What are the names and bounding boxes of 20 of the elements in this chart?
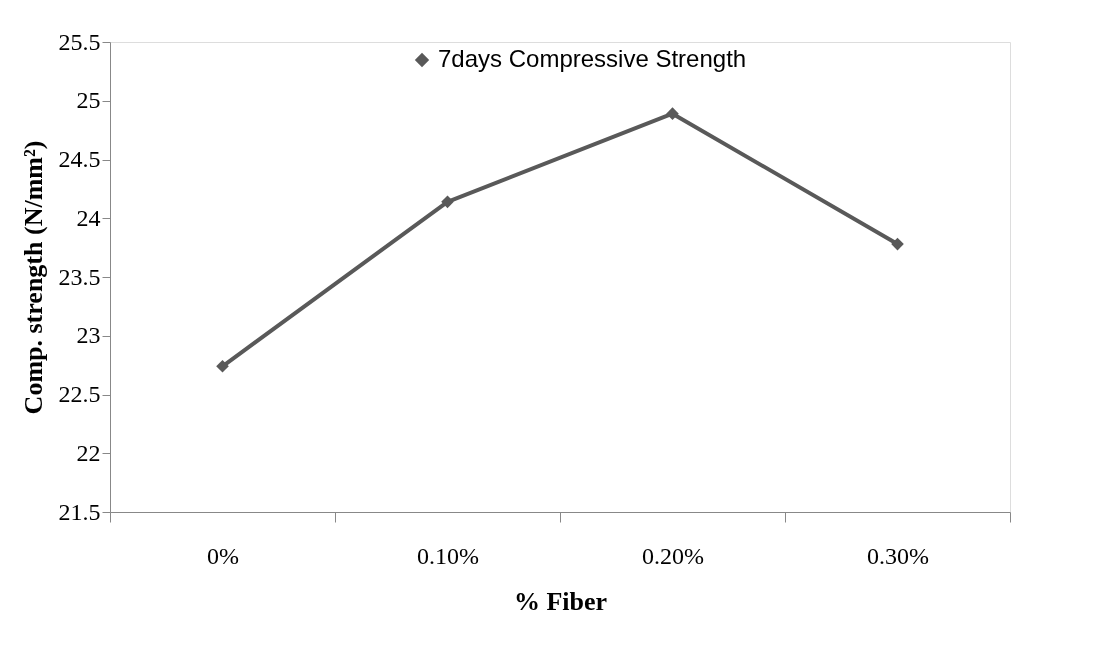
y-tick-label: 23.5 xyxy=(58,263,101,290)
y-tick-label: 25 xyxy=(76,87,101,114)
legend-label: 7days Compressive Strength xyxy=(438,45,747,72)
y-tick-label: 23 xyxy=(76,322,101,349)
y-axis-title: Comp. strength (N/mm²) xyxy=(18,140,48,415)
x-tick-label: 0.20% xyxy=(642,542,704,569)
point xyxy=(666,107,679,120)
y-tick-label: 25.5 xyxy=(58,28,101,55)
point xyxy=(891,237,904,251)
y-tick-label: 24.5 xyxy=(58,146,101,172)
y-tick-label: 21.5 xyxy=(58,498,101,525)
x-tick-label: 0.10% xyxy=(417,542,479,569)
y-tick-label: 22 xyxy=(76,439,101,466)
x-tick-label: 0.30% xyxy=(867,542,929,569)
point xyxy=(441,195,454,209)
x-tick-label: 0% xyxy=(207,542,239,569)
point xyxy=(216,359,229,373)
y-tick-label: 22.5 xyxy=(58,381,101,407)
y-tick-label: 24 xyxy=(76,204,101,231)
x-axis-title: % Fiber xyxy=(513,586,608,616)
